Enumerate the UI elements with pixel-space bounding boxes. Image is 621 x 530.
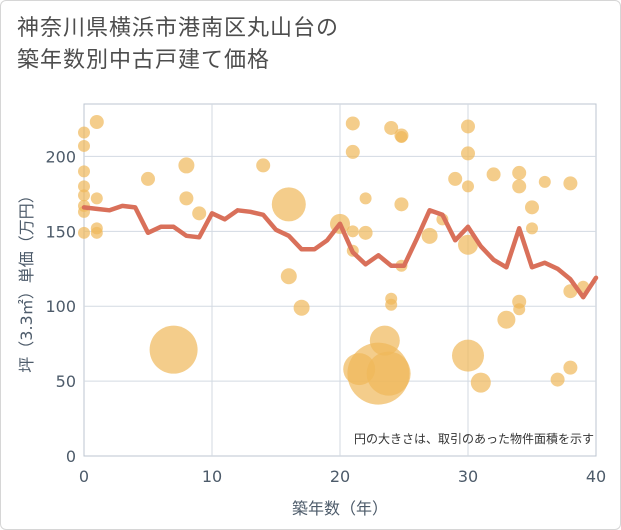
x-tick-labels: 0 10 20 30 40	[79, 467, 606, 486]
y-tick-label: 50	[56, 372, 76, 391]
data-bubble	[513, 303, 526, 316]
bubble-size-note: 円の大きさは、取引のあった物件面積を示す	[354, 431, 594, 446]
y-tick-label: 150	[45, 222, 76, 241]
data-bubble	[470, 372, 491, 393]
data-bubble	[359, 192, 372, 205]
data-bubble	[346, 225, 359, 238]
y-axis-title: 坪（3.3㎡）単価（万円）	[17, 187, 36, 372]
data-bubble	[421, 227, 438, 244]
y-tick-label: 0	[66, 447, 76, 466]
data-bubble	[458, 234, 478, 255]
data-bubble	[141, 171, 155, 186]
chart-title: 神奈川県横浜市港南区丸山台の 築年数別中古戸建て価格	[17, 13, 339, 77]
data-bubble	[179, 191, 194, 206]
data-bubble	[394, 197, 409, 212]
data-bubble	[563, 176, 578, 191]
chart-title-line-2: 築年数別中古戸建て価格	[17, 48, 271, 73]
average-price-line	[81, 203, 599, 300]
data-bubble	[90, 226, 103, 239]
data-bubble	[271, 187, 306, 222]
data-bubble	[461, 146, 475, 161]
data-bubble	[497, 310, 516, 329]
y-tick-label: 100	[45, 297, 76, 316]
x-tick-label: 0	[79, 467, 89, 486]
data-bubble	[149, 325, 198, 374]
data-bubble	[366, 351, 411, 396]
data-bubble	[512, 179, 527, 194]
data-bubble	[78, 126, 90, 139]
data-bubble	[280, 268, 297, 285]
data-bubble	[369, 325, 400, 356]
data-bubble	[448, 171, 463, 186]
x-tick-label: 20	[330, 467, 350, 486]
data-bubble	[192, 206, 207, 221]
y-tick-labels: 0 50 100 150 200	[45, 147, 76, 466]
bubble-layer	[78, 114, 590, 405]
data-bubble	[486, 167, 501, 182]
data-bubble	[525, 200, 539, 215]
data-bubble	[78, 226, 90, 239]
data-bubble	[384, 120, 399, 135]
data-bubble	[462, 180, 474, 193]
data-bubble	[526, 222, 538, 235]
x-tick-label: 10	[202, 467, 222, 486]
data-bubble	[293, 299, 310, 316]
y-tick-label: 200	[45, 147, 76, 166]
data-bubble	[385, 298, 398, 311]
x-tick-label: 40	[586, 467, 606, 486]
data-bubble	[538, 175, 551, 188]
x-axis-title: 築年数（年）	[292, 499, 388, 518]
data-bubble	[358, 225, 373, 240]
data-bubble	[345, 144, 360, 159]
data-bubble	[345, 116, 360, 131]
data-bubble	[78, 189, 90, 202]
data-bubble	[90, 192, 103, 205]
chart-title-line-1: 神奈川県横浜市港南区丸山台の	[17, 16, 340, 41]
data-bubble	[563, 360, 578, 375]
data-bubble	[78, 139, 90, 152]
x-tick-label: 30	[458, 467, 478, 486]
data-bubble	[178, 157, 195, 174]
data-bubble	[395, 130, 408, 143]
data-bubble	[89, 114, 104, 129]
data-bubble	[461, 119, 475, 134]
data-bubble	[452, 339, 484, 372]
data-bubble	[550, 372, 565, 387]
data-bubble	[512, 165, 527, 180]
data-bubble	[78, 180, 90, 193]
data-bubble	[78, 165, 90, 178]
data-bubble	[256, 158, 271, 173]
